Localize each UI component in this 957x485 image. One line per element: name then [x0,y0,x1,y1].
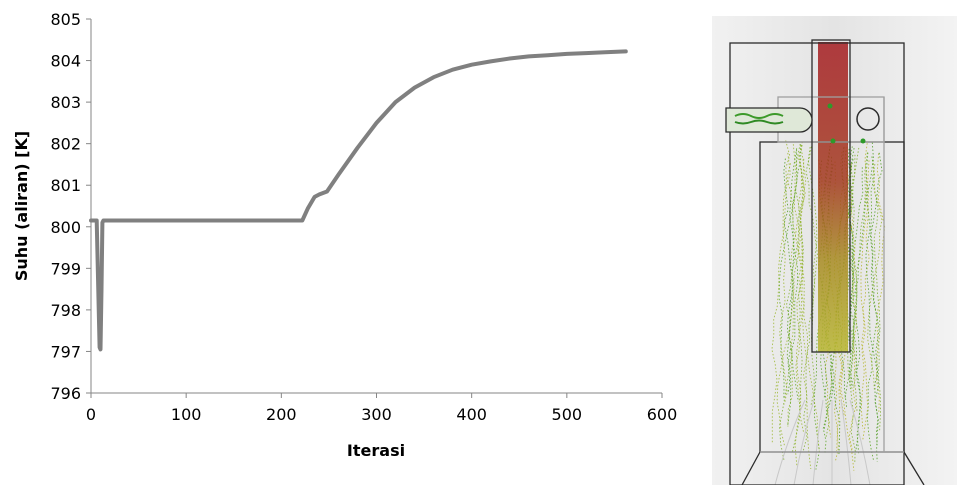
sensor-point [830,138,836,144]
central-tube-outline [811,39,851,353]
streamline [779,143,801,461]
x-axis: 0 100 200 300 400 500 600 [86,392,677,424]
streamline [823,163,835,431]
x-ticks: 0 100 200 300 400 500 600 [86,393,677,424]
line-chart: 796 797 798 799 800 801 802 803 804 805 0 100 200 30… [12,10,677,460]
streamline [867,159,883,390]
y-tick-label: 799 [50,259,81,278]
y-ticks: 796 797 798 799 800 801 802 803 804 805 [50,10,91,403]
streamline [851,167,864,455]
streamline [869,152,883,462]
streamline [865,142,879,446]
y-tick-label: 798 [50,301,81,320]
y-tick-label: 802 [50,135,81,154]
series-line-suhu [89,49,628,352]
y-tick-label: 803 [50,93,81,112]
sensor-point [827,103,833,109]
outlet-port-circle [856,107,880,131]
exit-streamline [793,399,815,485]
x-axis-title: Iterasi [347,441,405,460]
streamline [844,146,854,399]
x-tick-label: 300 [361,405,392,424]
streamline [834,163,853,462]
streamline [787,144,798,427]
side-inlet-pipe [725,107,813,133]
streamline [860,143,869,429]
streamline [866,156,878,462]
x-tick-label: 400 [456,405,487,424]
streamline [852,152,868,412]
streamline [832,151,845,451]
streamline [802,147,818,452]
streamline [771,152,791,444]
x-tick-label: 0 [86,405,96,424]
streamline [778,149,798,400]
y-tick-label: 805 [50,10,81,29]
y-tick-label: 800 [50,218,81,237]
y-tick-label: 804 [50,52,81,71]
x-tick-label: 500 [552,405,583,424]
streamline [847,147,860,392]
lower-right-cone [903,451,925,485]
streamline [794,158,805,467]
x-tick-label: 200 [266,405,297,424]
y-tick-label: 801 [50,176,81,195]
x-tick-label: 100 [171,405,202,424]
streamline [776,161,806,446]
exit-streamline [840,399,852,485]
y-tick-label: 797 [50,342,81,361]
y-axis-title: Suhu (aliran) [K] [12,131,31,281]
streamline [797,141,820,452]
streamline [805,143,818,405]
x-tick-label: 600 [647,405,678,424]
streamline [786,163,812,470]
streamline [779,140,791,405]
streamline [827,161,855,471]
y-axis: 796 797 798 799 800 801 802 803 804 805 [50,10,92,403]
streamline [844,147,857,454]
exit-streamline [849,399,871,485]
streamline [791,144,802,402]
exit-streamline [812,399,824,485]
y-tick-label: 796 [50,384,81,403]
exit-streamline [774,399,806,485]
flow-simulation-image [712,16,957,485]
streamline [846,148,861,452]
streamline [786,148,798,427]
lower-left-cone [741,451,761,485]
sensor-point [860,138,866,144]
hot-gas-core [818,42,848,352]
